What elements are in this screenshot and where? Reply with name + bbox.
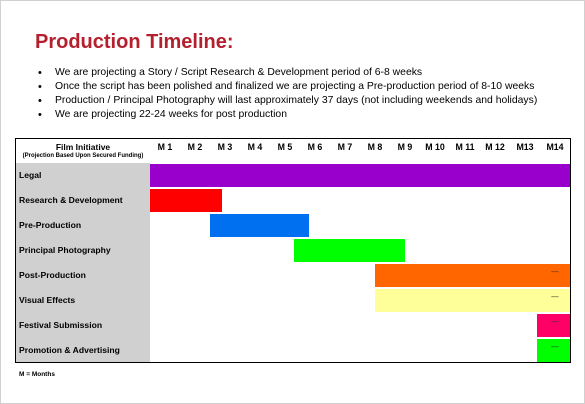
bullet-item: • Once the script has been polished and f… xyxy=(35,80,575,94)
month-header: M 6 xyxy=(307,142,323,152)
bullet-icon: • xyxy=(38,81,42,93)
task-bar xyxy=(210,214,309,237)
bullet-list: • We are projecting a Story / Script Rese… xyxy=(35,66,575,122)
task-label-column: Legal Research & Development Pre-Productio… xyxy=(16,163,150,362)
task-label: Research & Development xyxy=(19,195,123,205)
bullet-text: Production / Principal Photography will … xyxy=(55,95,538,106)
bullet-text: We are projecting 22-24 weeks for post p… xyxy=(55,109,287,120)
task-bar xyxy=(150,189,222,212)
month-header: M 2 xyxy=(187,142,203,152)
bullet-item: • We are projecting a Story / Script Rese… xyxy=(35,66,575,80)
month-header: M 1 xyxy=(157,142,173,152)
task-bar xyxy=(150,164,570,187)
continuation-mark: ---- xyxy=(551,294,559,301)
continuation-mark: ---- xyxy=(551,344,559,351)
task-label: Festival Submission xyxy=(19,320,103,330)
gantt-chart: Film Initiative (Projection Based Upon S… xyxy=(15,138,571,363)
film-initiative-label: Film Initiative xyxy=(55,142,111,152)
month-header: M 8 xyxy=(367,142,383,152)
task-label: Promotion & Advertising xyxy=(19,345,120,355)
bullet-text: Once the script has been polished and fi… xyxy=(55,81,535,92)
bullet-item: • We are projecting 22-24 weeks for post … xyxy=(35,108,575,122)
task-label: Principal Photography xyxy=(19,245,111,255)
bullet-text: We are projecting a Story / Script Resea… xyxy=(55,67,423,78)
task-bar xyxy=(537,339,570,362)
month-header: M14 xyxy=(546,142,564,152)
task-label: Pre-Production xyxy=(19,220,82,230)
month-header: M 9 xyxy=(397,142,413,152)
continuation-mark: ---- xyxy=(551,269,559,276)
task-bar xyxy=(375,289,570,312)
gantt-header: Film Initiative (Projection Based Upon S… xyxy=(16,139,570,163)
projection-sublabel: (Projection Based Upon Secured Funding) xyxy=(22,153,144,159)
bullet-icon: • xyxy=(38,95,42,107)
task-bar xyxy=(537,314,570,337)
task-bar xyxy=(294,239,405,262)
bullet-item: • Production / Principal Photography will… xyxy=(35,94,575,108)
month-header: M 3 xyxy=(217,142,233,152)
continuation-mark: ---- xyxy=(551,319,559,326)
task-label: Visual Effects xyxy=(19,295,76,305)
month-header: M13 xyxy=(516,142,534,152)
month-header: M 4 xyxy=(247,142,263,152)
footnote: M = Months xyxy=(19,371,55,378)
bullet-icon: • xyxy=(38,67,42,79)
month-header: M 10 xyxy=(425,142,445,152)
month-header: M 5 xyxy=(277,142,293,152)
page-title: Production Timeline: xyxy=(35,31,234,53)
month-header: M 11 xyxy=(455,142,475,152)
gantt-header-label: Film Initiative (Projection Based Upon S… xyxy=(16,139,150,163)
month-header: M 7 xyxy=(337,142,353,152)
task-bar xyxy=(375,264,570,287)
bullet-icon: • xyxy=(38,109,42,121)
task-label: Post-Production xyxy=(19,270,86,280)
month-header: M 12 xyxy=(485,142,505,152)
task-label: Legal xyxy=(19,170,42,180)
